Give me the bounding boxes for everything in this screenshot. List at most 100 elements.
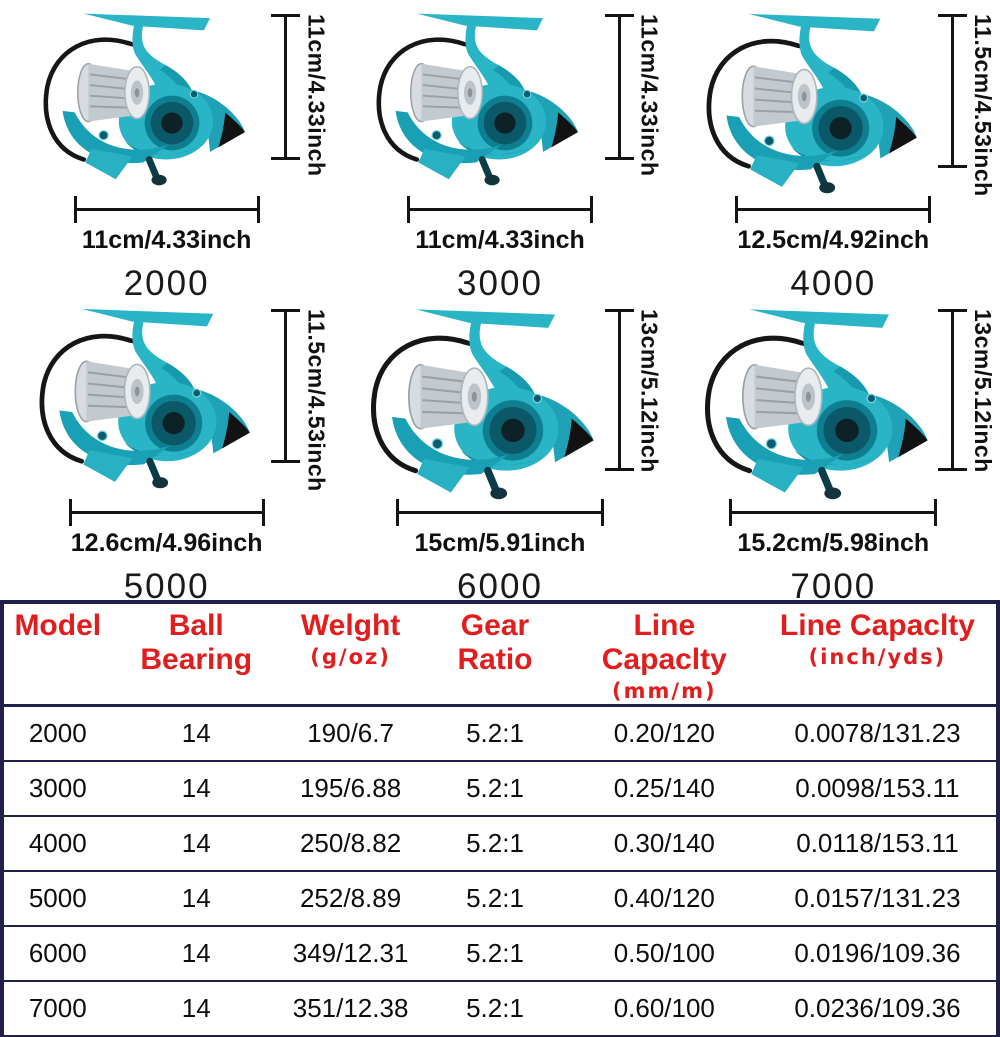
model-number-label: 2000 xyxy=(123,264,210,303)
cell-model: 2000 xyxy=(2,704,112,761)
cell-line-capacity-imperial: 0.0078/131.23 xyxy=(758,704,998,761)
reel-figure: 11.5cm/4.53inch xyxy=(667,0,1000,197)
dimension-bar xyxy=(735,208,932,211)
height-dimension-line xyxy=(938,14,967,168)
cell-gear-ratio: 5.2:1 xyxy=(420,980,570,1036)
model-number-label: 4000 xyxy=(790,264,877,303)
cell-line-capacity-imperial: 0.0196/109.36 xyxy=(758,925,998,981)
cell-line-capacity-metric: 0.60/100 xyxy=(569,980,759,1036)
col-header-line-capacity-metric: Line Capaclty (mm/m) xyxy=(570,602,759,706)
width-dimension-label: 11cm/4.33inch xyxy=(81,226,252,254)
col-header-unit: (inch/yds) xyxy=(808,645,947,669)
col-header-weight: Welght (g/oz) xyxy=(281,602,420,706)
reel-figure: 11cm/4.33inch xyxy=(333,0,666,192)
dimension-bar xyxy=(729,511,938,514)
cell-line-capacity-imperial: 0.0118/153.11 xyxy=(758,815,998,871)
cell-ball-bearing: 14 xyxy=(111,704,281,761)
spinning-reel-image xyxy=(682,6,920,196)
dimension-bar xyxy=(406,208,593,211)
cell-model: 5000 xyxy=(2,870,112,926)
height-dimension-line xyxy=(604,14,634,160)
dimension-bar xyxy=(68,511,265,514)
cell-line-capacity-imperial: 0.0098/153.11 xyxy=(758,760,998,816)
spec-row-3000: 3000 14 195/6.88 5.2:1 0.25/140 0.0098/1… xyxy=(2,760,998,816)
spec-row-4000: 4000 14 250/8.82 5.2:1 0.30/140 0.0118/1… xyxy=(2,815,998,871)
col-header-label: Ball Bearing xyxy=(140,609,253,676)
cell-gear-ratio: 5.2:1 xyxy=(420,760,570,816)
cell-weight: 351/12.38 xyxy=(280,980,421,1036)
col-header-label: Welght xyxy=(300,609,401,642)
reel-figure: 11.5cm/4.53inch xyxy=(0,295,333,495)
cell-ball-bearing: 14 xyxy=(111,870,281,926)
dimension-bar xyxy=(395,511,604,514)
spec-row-2000: 2000 14 190/6.7 5.2:1 0.20/120 0.0078/13… xyxy=(2,704,998,761)
cell-model: 4000 xyxy=(2,815,112,871)
model-number-label: 7000 xyxy=(790,567,877,606)
spinning-reel-image xyxy=(353,6,581,188)
reel-size-grid: 11cm/4.33inch 11cm/4.33inch 2000 11cm/4.… xyxy=(0,0,1000,606)
col-header-label: Line Capaclty xyxy=(601,609,727,676)
reel-panel-2000: 11cm/4.33inch 11cm/4.33inch 2000 xyxy=(0,0,333,303)
cell-weight: 190/6.7 xyxy=(280,704,421,761)
col-header-model: Model xyxy=(2,602,112,706)
cell-line-capacity-metric: 0.40/120 xyxy=(569,870,759,926)
cell-gear-ratio: 5.2:1 xyxy=(420,704,570,761)
reel-panel-4000: 11.5cm/4.53inch 12.5cm/4.92inch 4000 xyxy=(667,0,1000,303)
col-header-unit: (g/oz) xyxy=(310,645,391,669)
height-dimension-label: 13cm/5.12inch xyxy=(636,309,663,473)
cell-line-capacity-metric: 0.25/140 xyxy=(569,760,759,816)
height-dimension-label: 11.5cm/4.53inch xyxy=(303,309,330,492)
cell-model: 6000 xyxy=(2,925,112,981)
width-dimension-line xyxy=(395,499,604,526)
cell-model: 7000 xyxy=(2,980,112,1036)
height-dimension-line xyxy=(938,309,967,471)
cell-weight: 349/12.31 xyxy=(280,925,421,981)
reel-panel-3000: 11cm/4.33inch 11cm/4.33inch 3000 xyxy=(333,0,666,303)
width-dimension-line xyxy=(73,196,260,223)
model-number-label: 5000 xyxy=(123,567,210,606)
spec-row-7000: 7000 14 351/12.38 5.2:1 0.60/100 0.0236/… xyxy=(2,980,998,1036)
height-dimension-line xyxy=(271,309,301,463)
cell-ball-bearing: 14 xyxy=(111,760,281,816)
spinning-reel-image xyxy=(15,301,253,491)
spec-header-row: Model Ball Bearing Welght (g/oz) Gear Ra… xyxy=(2,602,998,706)
reel-panel-5000: 11.5cm/4.53inch 12.6cm/4.96inch 5000 xyxy=(0,295,333,606)
height-dimension-label: 11cm/4.33inch xyxy=(303,14,330,177)
spec-row-5000: 5000 14 252/8.89 5.2:1 0.40/120 0.0157/1… xyxy=(2,870,998,926)
cell-line-capacity-metric: 0.50/100 xyxy=(569,925,759,981)
cell-model: 3000 xyxy=(2,760,112,816)
col-header-ball-bearing: Ball Bearing xyxy=(112,602,281,706)
cell-line-capacity-imperial: 0.0236/109.36 xyxy=(758,980,998,1036)
height-dimension-label: 11cm/4.33inch xyxy=(636,14,663,177)
col-header-unit: (mm/m) xyxy=(612,679,717,703)
reel-figure: 13cm/5.12inch xyxy=(333,295,666,495)
width-dimension-line xyxy=(68,499,265,526)
cell-line-capacity-imperial: 0.0157/131.23 xyxy=(758,870,998,926)
reel-figure: 11cm/4.33inch xyxy=(0,0,333,192)
dimension-bar xyxy=(73,208,260,211)
width-dimension-line xyxy=(735,196,932,223)
spec-row-6000: 6000 14 349/12.31 5.2:1 0.50/100 0.0196/… xyxy=(2,925,998,981)
col-header-label: Model xyxy=(14,609,102,642)
reel-panel-7000: 13cm/5.12inch 15.2cm/5.98inch 7000 xyxy=(667,295,1000,606)
spinning-reel-image xyxy=(679,301,931,503)
spinning-reel-image xyxy=(345,301,597,503)
col-header-line-capacity-imperial: Line Capaclty (inch/yds) xyxy=(759,602,998,706)
width-dimension-label: 11cm/4.33inch xyxy=(415,226,585,254)
width-dimension-label: 15.2cm/5.98inch xyxy=(737,529,930,557)
width-dimension-line xyxy=(406,196,593,223)
height-dimension-label: 13cm/5.12inch xyxy=(970,309,996,473)
col-header-label: Gear Ratio xyxy=(457,609,533,676)
spec-table: Model Ball Bearing Welght (g/oz) Gear Ra… xyxy=(0,600,1000,1037)
cell-weight: 195/6.88 xyxy=(280,760,421,816)
model-number-label: 6000 xyxy=(457,567,543,606)
cell-gear-ratio: 5.2:1 xyxy=(420,925,570,981)
cell-weight: 250/8.82 xyxy=(280,815,421,871)
cell-ball-bearing: 14 xyxy=(111,815,281,871)
height-dimension-label: 11.5cm/4.53inch xyxy=(970,14,996,197)
width-dimension-label: 12.6cm/4.96inch xyxy=(70,529,263,557)
col-header-gear-ratio: Gear Ratio xyxy=(420,602,569,706)
width-dimension-line xyxy=(729,499,938,526)
spinning-reel-image xyxy=(20,6,248,188)
cell-line-capacity-metric: 0.30/140 xyxy=(569,815,759,871)
